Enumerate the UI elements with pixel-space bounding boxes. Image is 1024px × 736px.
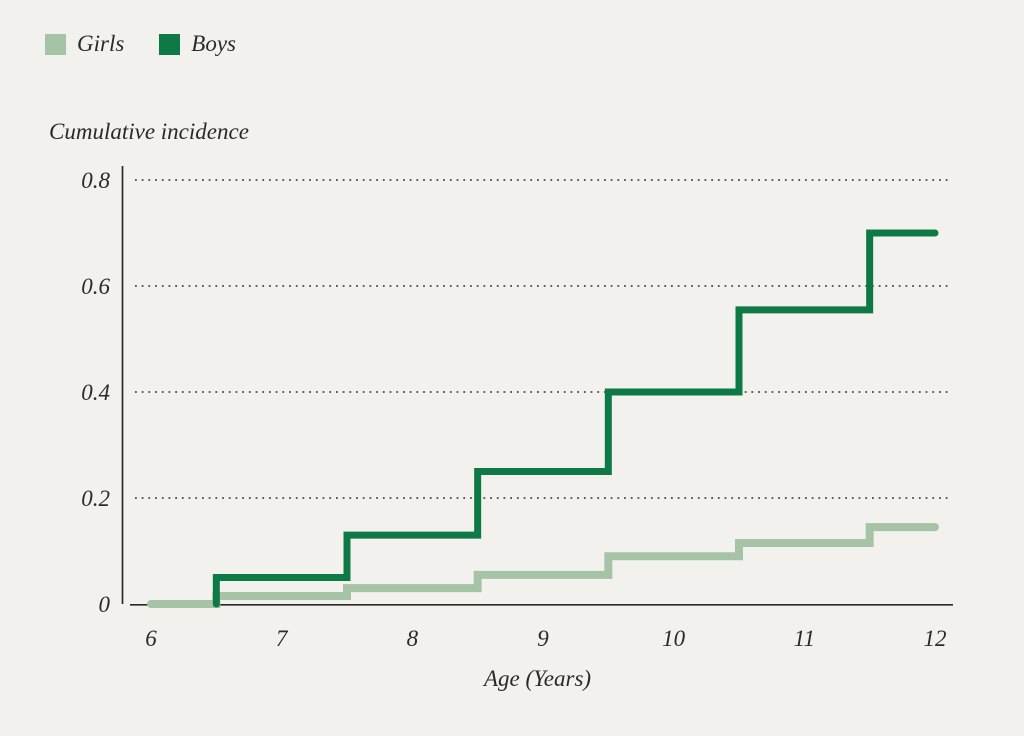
series-lines <box>147 229 939 608</box>
x-tick-label-10: 10 <box>662 626 686 651</box>
x-tick-label-12: 12 <box>924 626 947 651</box>
x-tick-labels: 6 7 8 9 10 11 12 <box>145 626 946 651</box>
x-tick-label-7: 7 <box>276 626 289 651</box>
gridlines <box>135 179 951 499</box>
x-axis-title: Age (Years) <box>483 666 592 691</box>
x-tick-label-9: 9 <box>537 626 549 651</box>
legend-label-boys: Boys <box>191 31 237 56</box>
axes <box>121 166 953 606</box>
y-tick-label-0.8: 0.8 <box>81 168 110 193</box>
girls-swatch-icon <box>45 33 66 55</box>
y-tick-label-0.4: 0.4 <box>81 380 110 405</box>
legend-item-girls: Girls <box>45 31 124 57</box>
x-tick-label-11: 11 <box>794 626 815 651</box>
y-tick-labels: 0 0.2 0.4 0.6 0.8 <box>81 168 110 617</box>
y-tick-label-0: 0 <box>99 592 111 617</box>
legend-label-girls: Girls <box>77 31 125 56</box>
x-tick-label-6: 6 <box>145 626 157 651</box>
legend-item-boys: Boys <box>159 31 236 57</box>
y-tick-label-0.2: 0.2 <box>81 486 110 511</box>
y-axis-title: Cumulative incidence <box>49 119 249 144</box>
y-tick-label-0.6: 0.6 <box>81 274 110 299</box>
girls-line <box>147 523 939 608</box>
boys-swatch-icon <box>159 33 181 55</box>
boys-line <box>212 229 939 608</box>
legend: Girls Boys <box>45 31 236 57</box>
x-tick-label-8: 8 <box>407 626 419 651</box>
